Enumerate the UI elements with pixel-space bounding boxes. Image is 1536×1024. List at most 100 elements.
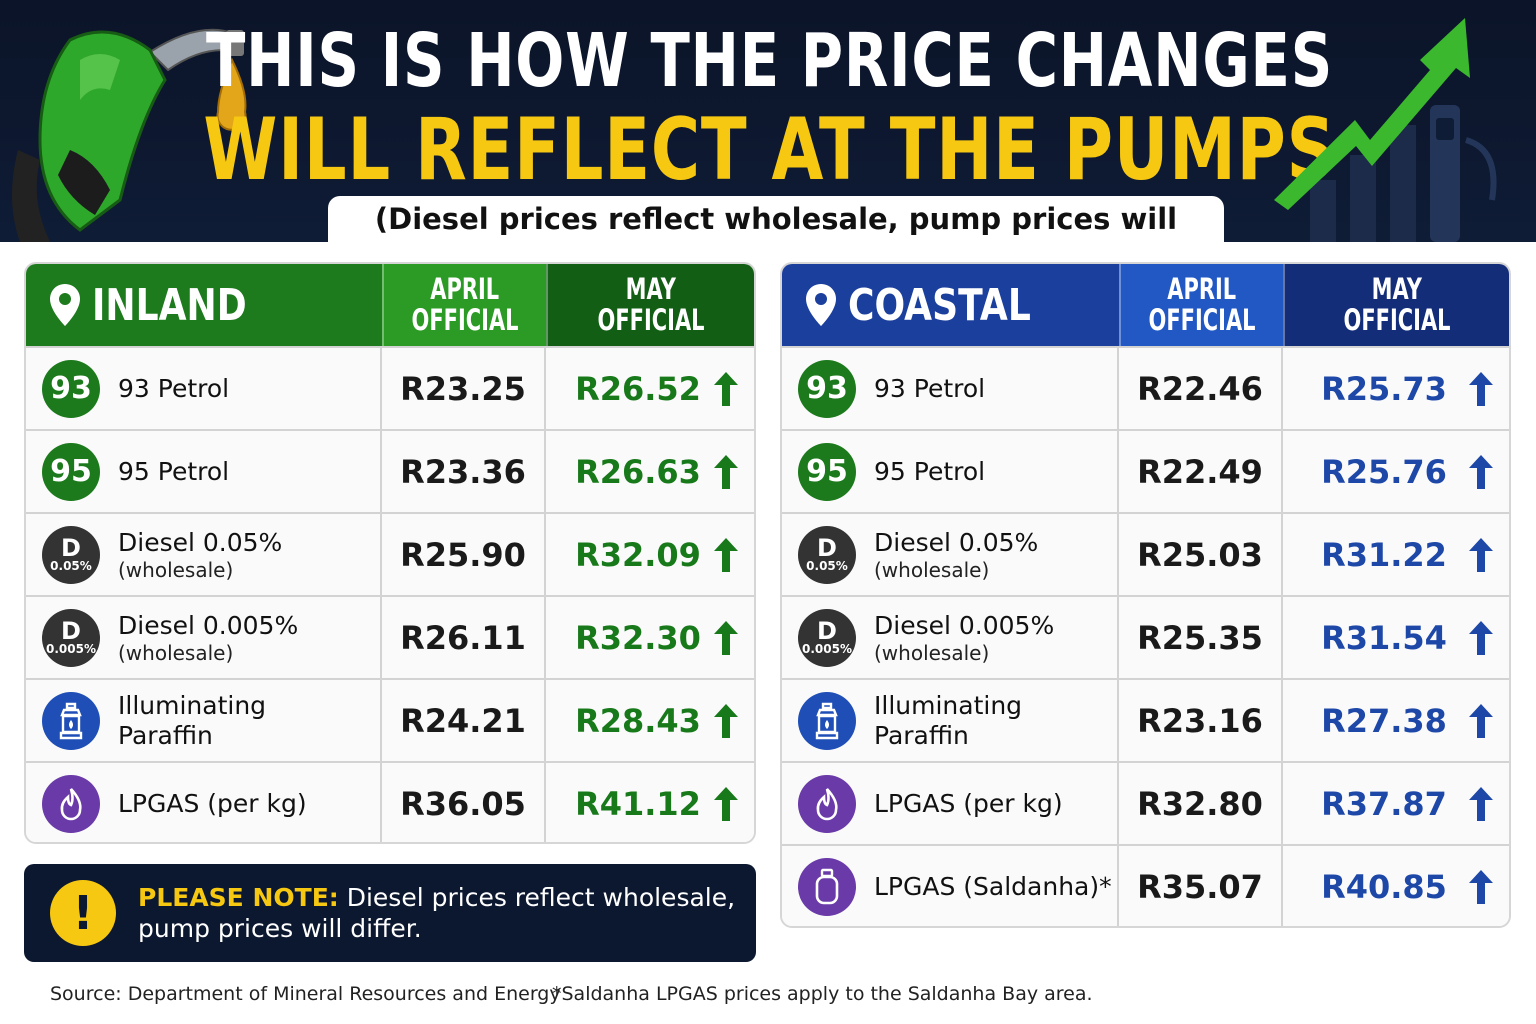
gas-cylinder-icon	[798, 857, 856, 916]
april-price: R25.35	[1119, 597, 1283, 678]
petrol-95-badge: 95	[798, 442, 856, 501]
april-price: R32.80	[1119, 763, 1283, 844]
may-price: R25.73	[1321, 369, 1447, 408]
table-row: LPGAS (per kg) R32.80 R37.87	[782, 761, 1509, 844]
product-name: 95 Petrol	[874, 456, 986, 486]
april-price: R25.03	[1119, 514, 1283, 595]
up-arrow-icon	[714, 786, 738, 821]
up-arrow-icon	[714, 371, 738, 406]
april-price: R23.25	[382, 348, 546, 429]
saldanha-footnote: *Saldanha LPGAS prices apply to the Sald…	[552, 983, 1093, 1005]
up-arrow-icon	[1469, 786, 1493, 821]
diesel-badge: D 0.05%	[42, 525, 100, 584]
product-name: Diesel 0.005% (wholesale)	[118, 610, 299, 665]
table-row: 93 93 Petrol R22.46 R25.73	[782, 346, 1509, 429]
up-arrow-icon	[1469, 454, 1493, 489]
may-price: R37.87	[1321, 784, 1447, 823]
april-price: R23.36	[382, 431, 546, 512]
up-arrow-icon	[1469, 537, 1493, 572]
may-price: R41.12	[575, 784, 701, 823]
coastal-table-header: COASTAL APRIL OFFICIAL MAY OFFICIAL	[782, 264, 1509, 346]
coastal-region-cell: COASTAL	[782, 264, 1119, 346]
april-price: R24.21	[382, 680, 546, 761]
inland-may-header: MAY OFFICIAL	[546, 264, 754, 346]
may-price: R27.38	[1321, 701, 1447, 740]
up-arrow-icon	[1469, 371, 1493, 406]
table-row: D 0.005% Diesel 0.005% (wholesale) R26.11 …	[26, 595, 754, 678]
petrol-93-badge: 93	[798, 359, 856, 418]
product-name: Illuminating Paraffin	[118, 690, 267, 750]
april-price: R25.90	[382, 514, 546, 595]
april-price: R22.49	[1119, 431, 1283, 512]
coastal-may-header: MAY OFFICIAL	[1283, 264, 1509, 346]
coastal-region-label: COASTAL	[848, 279, 1031, 331]
april-price: R36.05	[382, 763, 546, 842]
petrol-95-badge: 95	[42, 442, 100, 501]
up-arrow-icon	[1469, 869, 1493, 904]
table-row: D 0.05% Diesel 0.05% (wholesale) R25.90 R3…	[26, 512, 754, 595]
table-row: 95 95 Petrol R22.49 R25.76	[782, 429, 1509, 512]
headline-line-2: WILL REFLECT AT THE PUMPS	[203, 100, 1336, 200]
coastal-price-table: COASTAL APRIL OFFICIAL MAY OFFICIAL 93 93 …	[780, 262, 1511, 928]
diesel-badge: D 0.005%	[42, 608, 100, 667]
header-banner: THIS IS HOW THE PRICE CHANGES WILL REFLE…	[0, 0, 1536, 242]
april-price: R22.46	[1119, 348, 1283, 429]
headline-line-1: THIS IS HOW THE PRICE CHANGES	[206, 18, 1334, 104]
may-price: R26.52	[575, 369, 701, 408]
table-row: 95 95 Petrol R23.36 R26.63	[26, 429, 754, 512]
may-price: R31.54	[1321, 618, 1447, 657]
fuel-nozzle-icon	[11, 28, 247, 242]
product-name: LPGAS (Saldanha)*	[874, 871, 1112, 901]
flame-icon	[798, 774, 856, 833]
lantern-icon	[42, 691, 100, 750]
table-row: D 0.005% Diesel 0.005% (wholesale) R25.35 …	[782, 595, 1509, 678]
product-name: 93 Petrol	[874, 373, 986, 403]
product-name: Diesel 0.05% (wholesale)	[874, 527, 1039, 582]
rising-trend-icon	[1274, 18, 1497, 242]
product-name: LPGAS (per kg)	[118, 788, 307, 818]
lantern-icon	[798, 691, 856, 750]
table-row: LPGAS (Saldanha)* R35.07 R40.85	[782, 844, 1509, 926]
inland-price-table: INLAND APRIL OFFICIAL MAY OFFICIAL 93 93 P…	[24, 262, 756, 844]
product-name: Diesel 0.005% (wholesale)	[874, 610, 1055, 665]
location-pin-icon	[50, 284, 80, 326]
product-name: LPGAS (per kg)	[874, 788, 1063, 818]
note-text: PLEASE NOTE: Diesel prices reflect whole…	[138, 883, 736, 943]
product-name: Illuminating Paraffin	[874, 690, 1023, 750]
may-price: R31.22	[1321, 535, 1447, 574]
april-price: R35.07	[1119, 846, 1283, 926]
table-row: LPGAS (per kg) R36.05 R41.12	[26, 761, 754, 842]
inland-region-label: INLAND	[92, 279, 247, 331]
april-price: R23.16	[1119, 680, 1283, 761]
note-label: PLEASE NOTE:	[138, 883, 339, 912]
up-arrow-icon	[714, 454, 738, 489]
diesel-badge: D 0.05%	[798, 525, 856, 584]
may-price: R25.76	[1321, 452, 1447, 491]
inland-table-header: INLAND APRIL OFFICIAL MAY OFFICIAL	[26, 264, 754, 346]
up-arrow-icon	[714, 620, 738, 655]
header-subtitle: (Diesel prices reflect wholesale, pump p…	[328, 196, 1224, 242]
product-name: Diesel 0.05% (wholesale)	[118, 527, 283, 582]
product-name: 95 Petrol	[118, 456, 230, 486]
table-row: Illuminating Paraffin R24.21 R28.43	[26, 678, 754, 761]
may-price: R32.30	[575, 618, 701, 657]
may-price: R28.43	[575, 701, 701, 740]
please-note-box: ! PLEASE NOTE: Diesel prices reflect who…	[24, 864, 756, 962]
up-arrow-icon	[1469, 620, 1493, 655]
april-price: R26.11	[382, 597, 546, 678]
source-credit: Source: Department of Mineral Resources …	[50, 983, 561, 1005]
flame-icon	[42, 774, 100, 833]
table-row: Illuminating Paraffin R23.16 R27.38	[782, 678, 1509, 761]
warning-icon: !	[50, 880, 116, 946]
up-arrow-icon	[714, 703, 738, 738]
petrol-93-badge: 93	[42, 359, 100, 418]
table-row: 93 93 Petrol R23.25 R26.52	[26, 346, 754, 429]
may-price: R32.09	[575, 535, 701, 574]
product-name: 93 Petrol	[118, 373, 230, 403]
may-price: R40.85	[1321, 867, 1447, 906]
table-row: D 0.05% Diesel 0.05% (wholesale) R25.03 R3…	[782, 512, 1509, 595]
may-price: R26.63	[575, 452, 701, 491]
up-arrow-icon	[714, 537, 738, 572]
diesel-badge: D 0.005%	[798, 608, 856, 667]
up-arrow-icon	[1469, 703, 1493, 738]
